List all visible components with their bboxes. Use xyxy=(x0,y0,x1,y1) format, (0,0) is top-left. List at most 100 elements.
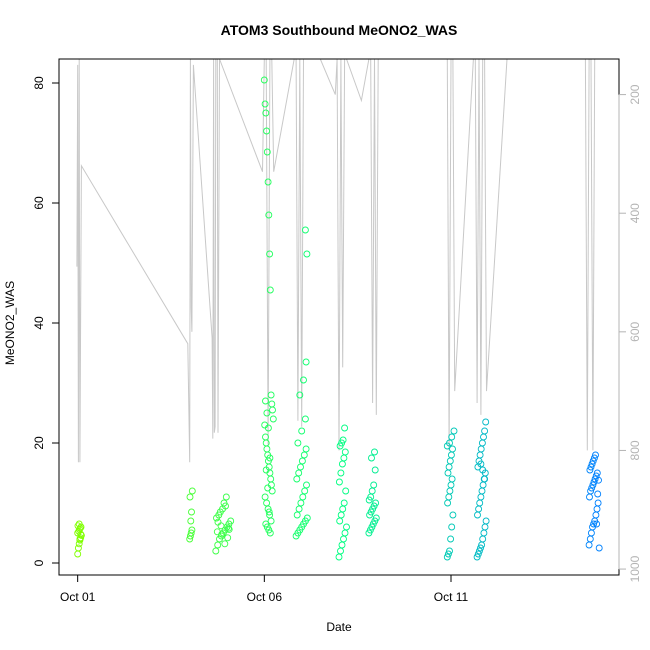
data-point xyxy=(590,520,598,528)
x-axis: Oct 01 Oct 06 Oct 11 xyxy=(60,574,469,604)
data-point xyxy=(263,148,271,156)
data-point xyxy=(295,505,303,513)
data-point xyxy=(262,466,270,474)
data-point xyxy=(298,427,306,435)
data-point xyxy=(302,445,310,453)
data-point xyxy=(264,424,272,432)
data-point xyxy=(448,475,456,483)
data-point xyxy=(592,451,599,459)
data-point xyxy=(588,460,596,468)
data-point xyxy=(76,535,84,543)
data-point xyxy=(265,211,273,219)
data-point xyxy=(448,433,456,441)
data-point xyxy=(265,508,273,516)
data-point xyxy=(266,250,274,258)
data-point xyxy=(445,463,453,471)
data-point xyxy=(480,529,488,537)
data-point xyxy=(263,445,271,453)
data-point xyxy=(294,439,302,447)
data-point xyxy=(338,541,346,549)
data-point xyxy=(372,499,380,507)
data-point xyxy=(592,511,600,519)
y2-tick-label: 800 xyxy=(628,440,642,460)
data-point xyxy=(446,439,453,447)
data-point xyxy=(372,514,380,522)
data-point xyxy=(267,391,275,399)
data-point xyxy=(214,541,222,549)
data-point xyxy=(224,534,232,542)
data-point xyxy=(340,499,348,507)
data-point xyxy=(473,553,481,561)
data-point xyxy=(449,511,457,519)
data-point xyxy=(339,505,347,513)
data-point xyxy=(481,475,489,483)
data-point xyxy=(595,544,603,552)
x-tick-label: Oct 11 xyxy=(434,590,469,604)
data-point xyxy=(225,525,233,533)
data-point xyxy=(267,517,275,525)
data-point xyxy=(585,541,593,549)
data-point xyxy=(263,127,271,135)
data-point xyxy=(187,529,195,537)
data-point xyxy=(478,439,486,447)
data-point xyxy=(264,484,272,492)
data-point xyxy=(301,487,309,495)
data-point xyxy=(591,475,599,483)
pressure-line xyxy=(76,59,597,463)
data-points-layer xyxy=(74,76,603,561)
data-point xyxy=(264,178,272,186)
data-point xyxy=(302,358,310,366)
data-point xyxy=(262,109,270,117)
data-point xyxy=(445,493,453,501)
data-point xyxy=(261,100,269,108)
data-point xyxy=(593,505,601,513)
secondary-y-axis: 200 400 600 800 1000 xyxy=(618,84,642,582)
data-point xyxy=(477,493,485,501)
data-point xyxy=(586,493,593,501)
data-point xyxy=(593,520,601,528)
data-point xyxy=(263,499,271,507)
data-point xyxy=(368,454,375,462)
data-point xyxy=(297,463,304,471)
data-point xyxy=(371,466,379,474)
data-point xyxy=(295,469,303,477)
data-point xyxy=(447,535,455,543)
data-point xyxy=(446,457,454,465)
data-point xyxy=(188,487,196,495)
data-point xyxy=(338,460,346,468)
data-point xyxy=(371,448,378,456)
data-point xyxy=(478,487,486,495)
data-point xyxy=(74,550,82,558)
data-point xyxy=(474,550,482,558)
data-point xyxy=(474,511,481,519)
data-point xyxy=(342,487,350,495)
data-point xyxy=(336,517,344,525)
data-point xyxy=(476,499,484,507)
data-point xyxy=(447,481,455,489)
data-point xyxy=(222,502,229,510)
data-point xyxy=(340,454,348,462)
data-point xyxy=(188,508,195,516)
data-point xyxy=(594,490,602,498)
data-point xyxy=(221,540,229,548)
data-point xyxy=(475,547,483,555)
data-point xyxy=(592,472,600,480)
data-point xyxy=(303,250,311,258)
data-point xyxy=(481,523,489,531)
data-point xyxy=(261,493,269,501)
data-point xyxy=(214,518,222,526)
data-point xyxy=(444,550,452,558)
data-point xyxy=(479,535,487,543)
data-point xyxy=(266,454,274,462)
y-axis: 0 20 40 60 80 xyxy=(32,76,59,566)
y2-tick-label: 200 xyxy=(628,84,642,104)
data-point xyxy=(267,475,275,483)
data-point xyxy=(595,476,602,484)
y-tick-label: 60 xyxy=(32,196,46,210)
chart-title: ATOM3 Southbound MeONO2_WAS xyxy=(221,22,458,38)
data-point xyxy=(266,529,274,537)
data-point xyxy=(480,433,487,441)
data-point xyxy=(475,505,483,513)
data-point xyxy=(477,460,485,468)
